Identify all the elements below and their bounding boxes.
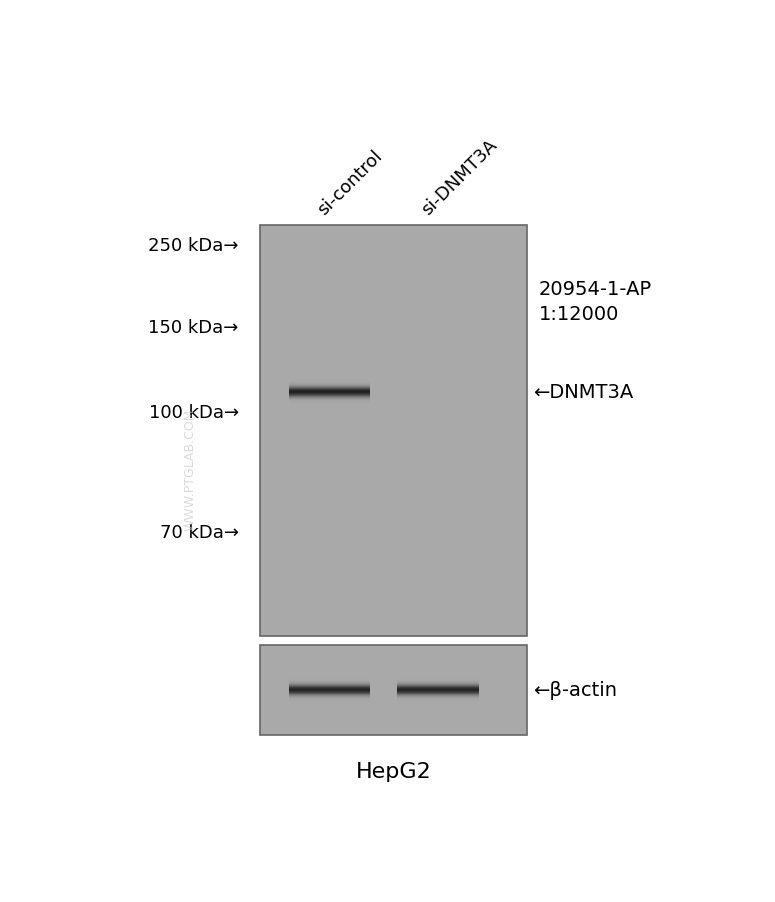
Text: ←DNMT3A: ←DNMT3A xyxy=(533,382,633,402)
Text: WWW.PTGLAB.COM: WWW.PTGLAB.COM xyxy=(184,408,196,530)
Bar xyxy=(260,645,527,735)
Text: ←β-actin: ←β-actin xyxy=(533,680,617,700)
Text: 100 kDa→: 100 kDa→ xyxy=(149,403,239,421)
Bar xyxy=(260,226,527,636)
Text: 20954-1-AP
1:12000: 20954-1-AP 1:12000 xyxy=(539,280,652,324)
Text: 70 kDa→: 70 kDa→ xyxy=(160,523,239,541)
Text: si-DNMT3A: si-DNMT3A xyxy=(418,135,501,218)
Text: 250 kDa→: 250 kDa→ xyxy=(148,236,239,254)
Text: HepG2: HepG2 xyxy=(356,761,432,781)
Text: 150 kDa→: 150 kDa→ xyxy=(148,318,239,336)
Text: si-control: si-control xyxy=(314,147,386,218)
